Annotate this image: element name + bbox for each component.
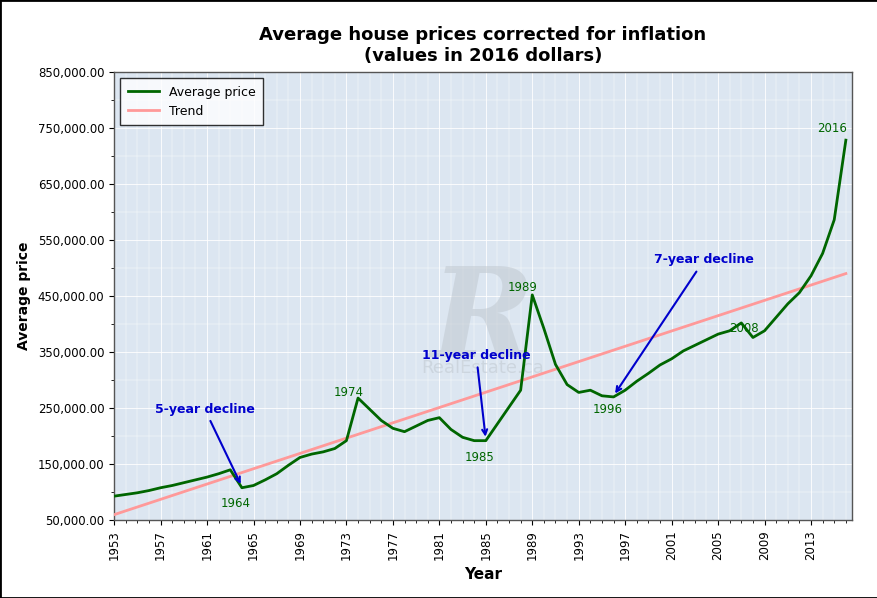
Average price [468, 437, 479, 444]
Average price [573, 389, 583, 396]
Text: 1964: 1964 [221, 497, 251, 510]
Text: 1985: 1985 [465, 451, 495, 464]
Average price [410, 422, 421, 429]
Text: R: R [431, 262, 534, 384]
Average price [515, 386, 525, 393]
Average price [584, 386, 595, 393]
Text: 1996: 1996 [592, 403, 622, 416]
X-axis label: Year: Year [463, 567, 502, 582]
Text: 5-year decline: 5-year decline [154, 402, 254, 482]
Text: 2008: 2008 [728, 322, 758, 335]
Text: 1989: 1989 [508, 281, 538, 294]
Text: 1974: 1974 [333, 386, 363, 399]
Text: 11-year decline: 11-year decline [422, 349, 530, 435]
Y-axis label: Average price: Average price [17, 242, 31, 350]
Text: 7-year decline: 7-year decline [616, 254, 753, 392]
Text: 2016: 2016 [816, 123, 846, 135]
Average price [839, 136, 850, 144]
Average price [109, 493, 119, 500]
Line: Average price: Average price [114, 140, 845, 496]
Average price [202, 474, 212, 481]
Title: Average house prices corrected for inflation
(values in 2016 dollars): Average house prices corrected for infla… [259, 26, 706, 65]
Text: RealEstate.ca: RealEstate.ca [421, 359, 544, 377]
Legend: Average price, Trend: Average price, Trend [120, 78, 263, 125]
